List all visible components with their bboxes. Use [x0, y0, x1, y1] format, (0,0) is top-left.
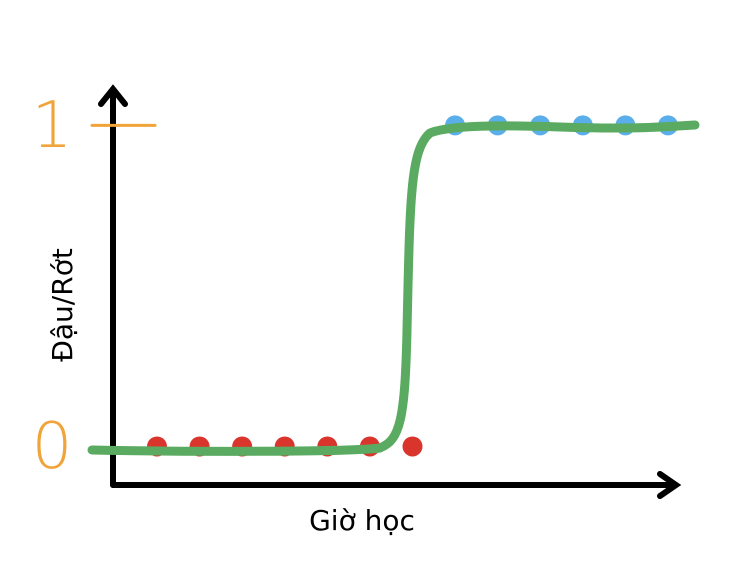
- sigmoid-curve: [87, 120, 700, 456]
- y-axis: [98, 84, 128, 488]
- y-tick-label: 1: [32, 89, 73, 163]
- x-axis: [110, 471, 682, 499]
- y-axis-label: Đậu/Rớt: [46, 248, 79, 362]
- x-axis-label: Giờ học: [309, 504, 415, 537]
- y-tick-label: 0: [32, 410, 73, 484]
- data-point: [402, 436, 423, 457]
